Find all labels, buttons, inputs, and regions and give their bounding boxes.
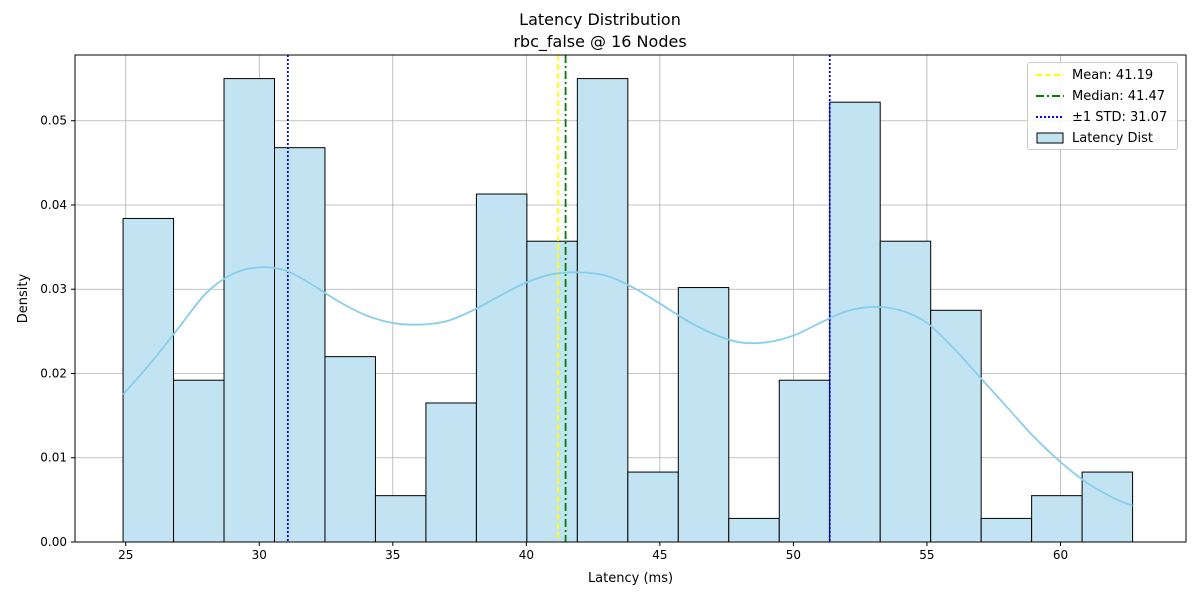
kde-curve — [122, 266, 1133, 507]
y-tick-label: 0.00 — [40, 535, 67, 549]
x-axis: 25 30 35 40 45 50 55 60 — [118, 542, 1068, 562]
histogram-bar — [1081, 471, 1134, 543]
legend-std-label: ±1 STD: 31.07 — [1072, 109, 1168, 125]
histogram-bar — [1031, 495, 1083, 543]
legend: Mean: 41.19 Median: 41.47 ±1 STD: 31.07 … — [1027, 62, 1178, 150]
y-axis: 0.00 0.01 0.02 0.03 0.04 0.05 — [40, 114, 75, 549]
x-tick-label: 25 — [118, 548, 133, 562]
x-axis-label: Latency (ms) — [588, 571, 673, 586]
legend-std-swatch — [1036, 116, 1064, 118]
histogram-bar — [324, 356, 376, 543]
y-tick-label: 0.04 — [40, 198, 67, 212]
histogram-bar — [627, 471, 679, 543]
histogram-bar — [576, 78, 629, 543]
y-tick-label: 0.01 — [40, 451, 67, 465]
y-tick-label: 0.03 — [40, 282, 67, 296]
histogram-bar — [273, 147, 326, 543]
histogram-bar — [475, 193, 528, 543]
histogram-bar — [829, 101, 881, 543]
histogram-bar — [526, 240, 578, 543]
legend-item-mean: Mean: 41.19 — [1036, 66, 1153, 84]
histogram-bars — [122, 78, 1134, 543]
x-tick-label: 40 — [519, 548, 534, 562]
legend-mean-swatch — [1036, 74, 1064, 76]
legend-median-swatch — [1036, 95, 1064, 97]
legend-mean-label: Mean: 41.19 — [1072, 67, 1154, 83]
histogram-bar — [223, 78, 275, 543]
y-axis-label: Density — [16, 273, 31, 323]
histogram-bar — [879, 240, 932, 543]
histogram-bar — [980, 517, 1033, 543]
histogram-bar — [173, 379, 225, 543]
histogram-bar — [425, 402, 477, 543]
histogram-bar — [728, 517, 780, 543]
legend-hist-swatch — [1036, 132, 1064, 144]
legend-hist-label: Latency Dist — [1072, 130, 1154, 146]
histogram-bar — [122, 217, 175, 543]
x-tick-label: 35 — [385, 548, 400, 562]
plot-frame — [74, 54, 1187, 543]
chart-title: Latency Distribution — [519, 10, 681, 29]
chart-subtitle: rbc_false @ 16 Nodes — [513, 32, 687, 51]
histogram-bar — [374, 495, 427, 543]
histogram-bar — [677, 287, 730, 543]
x-tick-label: 50 — [786, 548, 801, 562]
x-tick-label: 60 — [1053, 548, 1068, 562]
y-tick-label: 0.02 — [40, 366, 67, 380]
legend-item-std: ±1 STD: 31.07 — [1036, 108, 1167, 126]
x-tick-label: 55 — [919, 548, 934, 562]
legend-item-median: Median: 41.47 — [1036, 87, 1165, 105]
histogram-bar — [778, 379, 831, 543]
legend-median-label: Median: 41.47 — [1072, 88, 1166, 104]
legend-item-hist: Latency Dist — [1036, 129, 1153, 147]
x-tick-label: 30 — [252, 548, 267, 562]
x-tick-label: 45 — [652, 548, 667, 562]
histogram-bar — [930, 309, 982, 543]
y-tick-label: 0.05 — [40, 114, 67, 128]
